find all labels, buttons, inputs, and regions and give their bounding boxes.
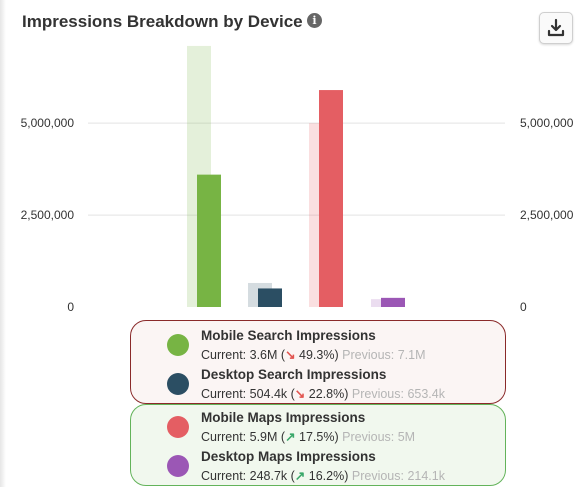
y-tick-label-left: 0: [67, 300, 74, 314]
bar-current[interactable]: [319, 90, 343, 307]
current-value: Current: 504.4k (: [201, 387, 295, 401]
legend-item-desktop-maps[interactable]: Desktop Maps Impressions Current: 248.7k…: [131, 445, 501, 485]
bar-current[interactable]: [197, 174, 221, 307]
change-percent: 16.2%: [308, 469, 345, 483]
legend-group-maps: Mobile Maps Impressions Current: 5.9M (↗…: [130, 404, 506, 486]
y-tick-label-left: 5,000,000: [21, 116, 75, 130]
card-edge: [0, 0, 6, 487]
bar-current[interactable]: [258, 288, 282, 307]
legend-item-mobile-maps[interactable]: Mobile Maps Impressions Current: 5.9M (↗…: [131, 406, 501, 446]
legend-name: Mobile Maps Impressions: [201, 410, 366, 425]
change-percent: 17.5%: [299, 430, 335, 444]
change-percent: 22.8%: [308, 387, 345, 401]
legend-stats: Current: 504.4k (↘ 22.8%) Previous: 653.…: [201, 386, 445, 401]
bar-current[interactable]: [381, 297, 405, 307]
y-tick-label-right: 5,000,000: [520, 116, 574, 130]
bar-chart: 0 0 2,500,000 2,500,000 5,000,000 5,000,000: [21, 45, 574, 314]
legend-stats: Current: 248.7k (↗ 16.2%) Previous: 214.…: [201, 468, 445, 483]
download-button[interactable]: [539, 12, 573, 44]
legend-name: Desktop Maps Impressions: [201, 449, 376, 464]
trend-down-icon: ↘: [285, 348, 296, 362]
change-percent: 49.3%: [299, 348, 335, 362]
current-value: Current: 3.6M (: [201, 348, 286, 362]
y-tick-label-left: 2,500,000: [21, 208, 75, 222]
close-paren: ): [344, 387, 349, 401]
legend-name: Desktop Search Impressions: [201, 367, 387, 382]
previous-value: Previous: 7.1M: [342, 348, 426, 362]
close-paren: ): [334, 348, 339, 362]
current-value: Current: 248.7k (: [201, 469, 295, 483]
legend-dot-desktop-search: [167, 373, 189, 395]
legend-item-desktop-search[interactable]: Desktop Search Impressions Current: 504.…: [131, 363, 501, 403]
legend-dot-desktop-maps: [167, 455, 189, 477]
current-value: Current: 5.9M (: [201, 430, 286, 444]
info-icon[interactable]: i: [307, 13, 322, 28]
legend-name: Mobile Search Impressions: [201, 328, 376, 343]
y-tick-label-right: 2,500,000: [520, 208, 574, 222]
chart-title: Impressions Breakdown by Device: [22, 12, 303, 31]
legend-item-mobile-search[interactable]: Mobile Search Impressions Current: 3.6M …: [131, 324, 501, 364]
previous-value: Previous: 653.4k: [351, 387, 445, 401]
previous-value: Previous: 5M: [342, 430, 416, 444]
legend-dot-mobile-maps: [167, 416, 189, 438]
close-paren: ): [334, 430, 339, 444]
close-paren: ): [344, 469, 349, 483]
legend-stats: Current: 5.9M (↗ 17.5%) Previous: 5M: [201, 429, 415, 444]
y-tick-label-right: 0: [520, 300, 527, 314]
legend-dot-mobile-search: [167, 334, 189, 356]
trend-up-icon: ↗: [285, 430, 296, 444]
download-icon: [547, 18, 565, 37]
trend-up-icon: ↗: [294, 469, 306, 483]
legend-group-search: Mobile Search Impressions Current: 3.6M …: [130, 320, 506, 404]
previous-value: Previous: 214.1k: [351, 469, 445, 483]
legend-stats: Current: 3.6M (↘ 49.3%) Previous: 7.1M: [201, 347, 426, 362]
trend-down-icon: ↘: [294, 387, 306, 401]
